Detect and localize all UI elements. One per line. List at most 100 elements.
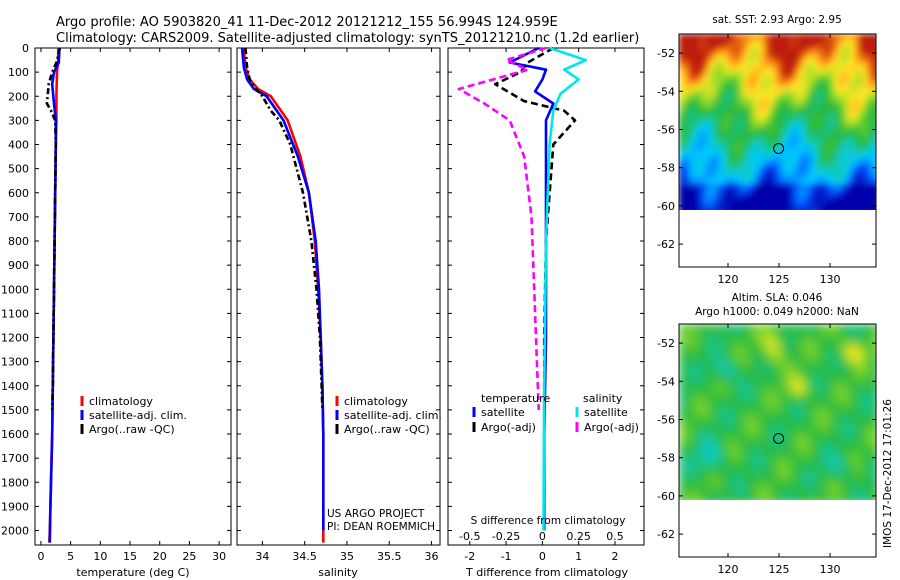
- map-cell: [689, 454, 695, 460]
- map-cell: [694, 394, 700, 400]
- map-cell: [704, 129, 710, 135]
- map-cell: [719, 154, 725, 160]
- map-cell: [864, 354, 870, 360]
- map-cell: [704, 174, 710, 180]
- map-cell: [839, 414, 845, 420]
- map-cell: [849, 189, 855, 195]
- map-cell: [779, 79, 785, 85]
- map-cell: [869, 134, 875, 140]
- map-cell: [794, 419, 800, 425]
- map-cell: [839, 334, 845, 340]
- map-cell: [714, 434, 720, 440]
- map-cell: [819, 209, 825, 210]
- map-cell: [759, 154, 765, 160]
- map-cell: [734, 109, 740, 115]
- map-cell: [699, 324, 705, 330]
- map-cell: [824, 59, 830, 65]
- map-cell: [759, 324, 765, 330]
- map-cell: [719, 139, 725, 145]
- map-cell: [769, 74, 775, 80]
- map-cell: [849, 164, 855, 170]
- map-cell: [724, 174, 730, 180]
- map-cell: [754, 414, 760, 420]
- map-cell: [709, 459, 715, 465]
- map-cell: [864, 64, 870, 70]
- map-cell: [854, 479, 860, 485]
- map-cell: [794, 154, 800, 160]
- map-cell: [819, 94, 825, 100]
- map-cell: [679, 424, 685, 430]
- map-cell: [824, 414, 830, 420]
- map-cell: [824, 404, 830, 410]
- map-cell: [859, 384, 865, 390]
- map-cell: [794, 84, 800, 90]
- map-cell: [779, 64, 785, 70]
- map-cell: [694, 59, 700, 65]
- map-cell: [829, 389, 835, 395]
- map-cell: [874, 109, 876, 115]
- map-cell: [699, 54, 705, 60]
- map-cell: [839, 494, 845, 500]
- map-cell: [744, 454, 750, 460]
- map-x-tick-label: 130: [820, 563, 841, 576]
- map-cell: [729, 324, 735, 330]
- map-cell: [864, 394, 870, 400]
- map-cell: [709, 164, 715, 170]
- map-cell: [784, 439, 790, 445]
- map-cell: [694, 179, 700, 185]
- map-cell: [874, 419, 876, 425]
- map-cell: [724, 159, 730, 165]
- map-cell: [709, 204, 715, 210]
- map-cell: [869, 124, 875, 130]
- map-cell: [784, 324, 790, 330]
- map-cell: [839, 454, 845, 460]
- map-cell: [684, 204, 690, 210]
- map-cell: [814, 64, 820, 70]
- map-cell: [819, 339, 825, 345]
- map-cell: [724, 109, 730, 115]
- map-cell: [864, 209, 870, 210]
- map-cell: [694, 189, 700, 195]
- map-cell: [874, 139, 876, 145]
- map-cell: [764, 54, 770, 60]
- map-cell: [739, 179, 745, 185]
- map-cell: [799, 109, 805, 115]
- map-cell: [734, 369, 740, 375]
- map-cell: [839, 404, 845, 410]
- map-cell: [844, 409, 850, 415]
- map-cell: [699, 459, 705, 465]
- map-cell: [724, 179, 730, 185]
- map-cell: [789, 159, 795, 165]
- map-cell: [699, 384, 705, 390]
- map-cell: [799, 49, 805, 55]
- map-cell: [809, 149, 815, 155]
- map-cell: [844, 119, 850, 125]
- map-cell: [814, 154, 820, 160]
- map-cell: [829, 474, 835, 480]
- map-cell: [794, 459, 800, 465]
- map-cell: [754, 369, 760, 375]
- map-cell: [694, 194, 700, 200]
- map-cell: [814, 489, 820, 495]
- map-cell: [859, 334, 865, 340]
- map-cell: [679, 409, 685, 415]
- map-cell: [799, 474, 805, 480]
- map-cell: [839, 464, 845, 470]
- map-cell: [814, 144, 820, 150]
- map-cell: [819, 399, 825, 405]
- map-cell: [824, 134, 830, 140]
- map-cell: [734, 344, 740, 350]
- map-cell: [719, 479, 725, 485]
- map-cell: [679, 124, 685, 130]
- map-cell: [764, 159, 770, 165]
- map-cell: [819, 189, 825, 195]
- map-cell: [784, 479, 790, 485]
- map-cell: [799, 454, 805, 460]
- map-cell: [849, 144, 855, 150]
- map-cell: [719, 164, 725, 170]
- map-cell: [724, 49, 730, 55]
- map-y-tick-label: -62: [657, 528, 675, 541]
- map-cell: [754, 64, 760, 70]
- map-cell: [689, 114, 695, 120]
- map-cell: [749, 364, 755, 370]
